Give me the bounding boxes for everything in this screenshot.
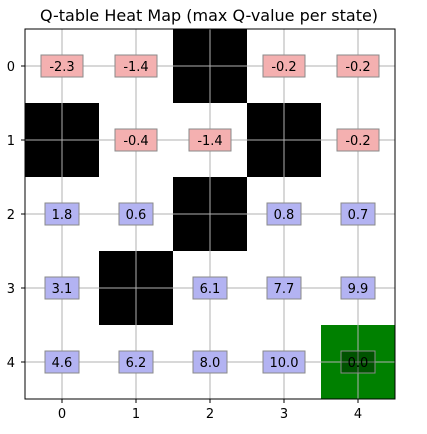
value-label-4-3: 10.0 xyxy=(270,356,299,371)
value-label-2-3: 0.8 xyxy=(274,208,295,223)
x-tick-label-1: 1 xyxy=(132,407,140,422)
value-box-4-4 xyxy=(340,350,376,374)
value-label-3-0: 3.1 xyxy=(52,282,73,297)
value-label-0-4: -0.2 xyxy=(345,60,370,75)
value-label-1-2: -1.4 xyxy=(197,134,222,149)
value-box-3-4 xyxy=(340,276,376,300)
value-box-3-2 xyxy=(192,276,228,300)
value-box-0-1 xyxy=(114,54,158,78)
value-label-2-0: 1.8 xyxy=(52,208,73,223)
value-box-0-0 xyxy=(40,54,84,78)
value-label-2-4: 0.7 xyxy=(348,208,369,223)
value-box-4-2 xyxy=(192,350,228,374)
x-tick-label-4: 4 xyxy=(354,407,362,422)
value-label-4-0: 4.6 xyxy=(52,356,73,371)
y-tick-label-1: 1 xyxy=(7,134,15,149)
value-box-2-0 xyxy=(44,202,80,226)
ticks-layer: 0 1 2 3 4 0 1 2 3 4 xyxy=(7,60,362,422)
labels-layer: -2.3 -1.4 -0.2 -0.2 -0.4 -1.4 -0.2 1.8 0.6 0.8 0.7… xyxy=(40,54,380,374)
value-box-4-1 xyxy=(118,350,154,374)
value-label-3-3: 7.7 xyxy=(274,282,295,297)
value-box-1-2 xyxy=(188,128,232,152)
value-label-0-1: -1.4 xyxy=(123,60,148,75)
value-label-3-2: 6.1 xyxy=(200,282,221,297)
x-tick-label-3: 3 xyxy=(280,407,288,422)
value-box-1-1 xyxy=(114,128,158,152)
y-tick-label-2: 2 xyxy=(7,208,15,223)
value-label-4-4: 0.0 xyxy=(348,356,369,371)
value-label-0-0: -2.3 xyxy=(49,60,74,75)
value-label-3-4: 9.9 xyxy=(348,282,369,297)
value-label-1-1: -0.4 xyxy=(123,134,148,149)
value-label-2-1: 0.6 xyxy=(126,208,147,223)
chart-title: Q-table Heat Map (max Q-value per state) xyxy=(40,6,378,25)
value-label-4-2: 8.0 xyxy=(200,356,221,371)
value-box-2-3 xyxy=(266,202,302,226)
value-box-4-3 xyxy=(262,350,306,374)
value-box-4-0 xyxy=(44,350,80,374)
value-box-3-3 xyxy=(266,276,302,300)
value-label-1-4: -0.2 xyxy=(345,134,370,149)
value-label-4-1: 6.2 xyxy=(126,356,147,371)
value-box-2-1 xyxy=(118,202,154,226)
value-box-2-4 xyxy=(340,202,376,226)
value-box-0-3 xyxy=(262,54,306,78)
y-tick-label-0: 0 xyxy=(7,60,15,75)
y-tick-label-3: 3 xyxy=(7,282,15,297)
value-box-3-0 xyxy=(44,276,80,300)
y-tick-label-4: 4 xyxy=(7,356,15,371)
value-label-0-3: -0.2 xyxy=(271,60,296,75)
value-box-0-4 xyxy=(336,54,380,78)
x-tick-label-0: 0 xyxy=(58,407,66,422)
value-box-1-4 xyxy=(336,128,380,152)
x-tick-label-2: 2 xyxy=(206,407,214,422)
